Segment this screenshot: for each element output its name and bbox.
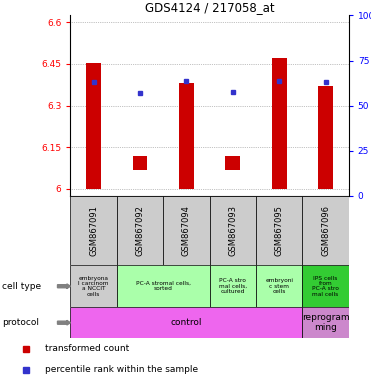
Text: GSM867096: GSM867096 [321, 205, 330, 256]
Bar [179, 83, 194, 189]
Bar [132, 156, 147, 170]
Bar [210, 196, 256, 265]
Text: IPS cells
from
PC-A stro
mal cells: IPS cells from PC-A stro mal cells [312, 276, 339, 297]
Bar [318, 86, 333, 189]
Text: percentile rank within the sample: percentile rank within the sample [45, 365, 198, 374]
Text: protocol: protocol [2, 318, 39, 327]
Bar [225, 156, 240, 170]
Bar [272, 58, 286, 189]
Text: GSM867091: GSM867091 [89, 205, 98, 256]
Bar [117, 265, 210, 307]
Bar [86, 63, 101, 189]
Bar [256, 265, 302, 307]
Bar [302, 307, 349, 338]
Text: cell type: cell type [2, 282, 41, 291]
Bar [70, 196, 117, 265]
Bar [117, 196, 163, 265]
Text: GSM867093: GSM867093 [228, 205, 237, 256]
Text: PC-A stro
mal cells,
cultured: PC-A stro mal cells, cultured [219, 278, 247, 294]
Bar [70, 307, 302, 338]
Text: GSM867095: GSM867095 [275, 205, 284, 256]
Text: GSM867094: GSM867094 [182, 205, 191, 256]
Bar [256, 196, 302, 265]
Text: PC-A stromal cells,
sorted: PC-A stromal cells, sorted [136, 281, 191, 291]
Bar [302, 196, 349, 265]
Bar [70, 265, 117, 307]
Title: GDS4124 / 217058_at: GDS4124 / 217058_at [145, 1, 275, 14]
Bar [210, 265, 256, 307]
Text: control: control [171, 318, 202, 327]
Text: embryona
l carcinom
a NCCIT
cells: embryona l carcinom a NCCIT cells [78, 276, 109, 297]
Bar [302, 265, 349, 307]
Text: transformed count: transformed count [45, 344, 129, 353]
Text: GSM867092: GSM867092 [135, 205, 145, 256]
Text: embryoni
c stem
cells: embryoni c stem cells [265, 278, 293, 294]
Text: reprogram
ming: reprogram ming [302, 313, 349, 333]
Bar [163, 196, 210, 265]
